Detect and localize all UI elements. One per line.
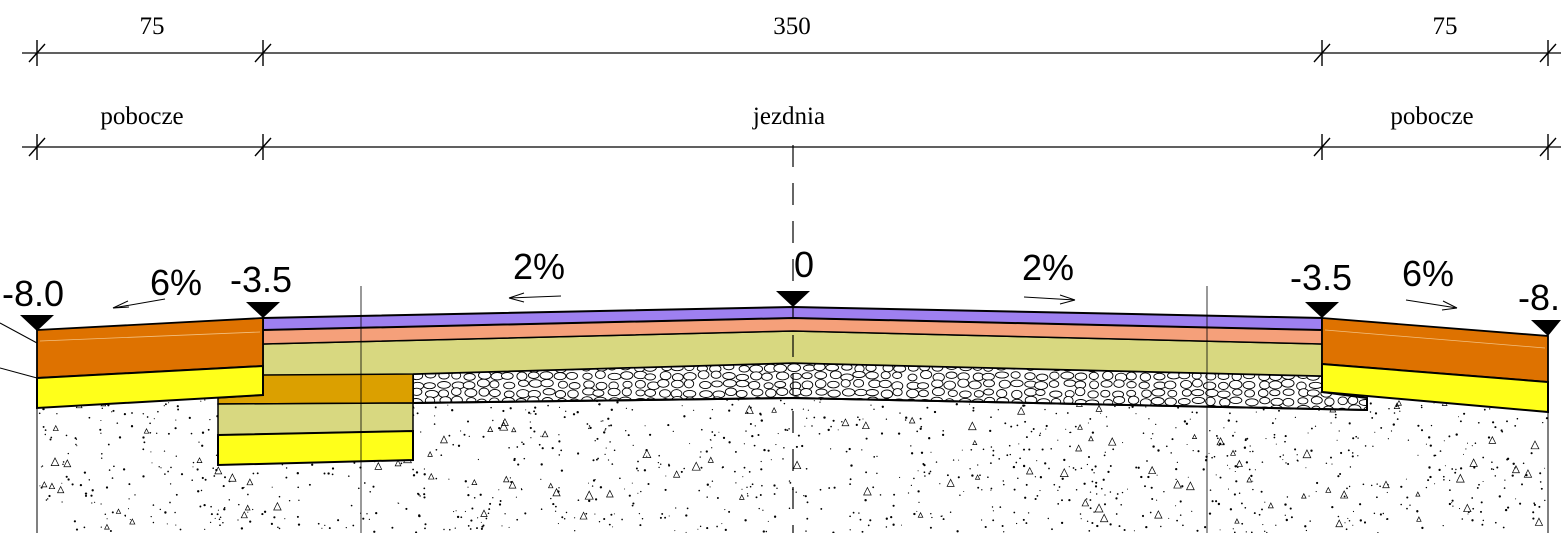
level-triangle-icon: [1305, 302, 1339, 318]
arrow-left-icon: [112, 298, 166, 309]
level-marker-centerline: 0: [776, 244, 814, 307]
zone-label-right: pobocze: [1390, 103, 1473, 130]
level-label: -8.: [1518, 277, 1560, 318]
width-dimension-line: 75 350 75: [22, 13, 1561, 66]
arrow-left-icon: [508, 292, 562, 303]
level-marker-right-edge: -8.: [1518, 277, 1561, 336]
zone-dimension-line: pobocze jezdnia pobocze: [22, 103, 1561, 160]
slope-label: 6%: [1402, 253, 1454, 294]
level-label: -3.5: [230, 259, 292, 300]
arrow-right-icon: [1405, 299, 1458, 311]
level-marker-left-shoulder: -3.5: [230, 259, 292, 318]
arrow-right-icon: [1023, 294, 1076, 305]
right-shoulder: [1321, 317, 1549, 414]
slope-label: 6%: [150, 262, 202, 303]
width-label-right-shoulder: 75: [1433, 13, 1458, 40]
width-label-left-shoulder: 75: [140, 13, 165, 40]
level-triangle-icon: [20, 315, 54, 331]
slope-left-carriageway: 2%: [508, 246, 565, 303]
zone-label-left: pobocze: [100, 103, 183, 130]
zone-label-center: jezdnia: [752, 103, 825, 130]
reference-lines: [0, 286, 1208, 533]
left-shoulder: [36, 317, 264, 410]
level-triangle-icon: [246, 302, 280, 318]
slope-label: 2%: [513, 246, 565, 287]
slope-right-carriageway: 2%: [1022, 247, 1076, 305]
level-marker-left-edge: -8.0: [2, 273, 64, 331]
level-label: 0: [794, 244, 814, 285]
slope-label: 2%: [1022, 247, 1074, 288]
level-triangle-icon: [1531, 320, 1561, 336]
width-label-carriageway: 350: [773, 13, 811, 40]
slope-right-shoulder: 6%: [1402, 253, 1458, 311]
level-label: -3.5: [1290, 257, 1352, 298]
level-marker-right-shoulder: -3.5: [1290, 257, 1352, 318]
slope-left-shoulder: 6%: [112, 262, 202, 309]
left-widening-block: [217, 371, 414, 467]
level-triangle-icon: [776, 291, 810, 307]
slope-annotations: 6% 2% 2% 6%: [112, 246, 1458, 311]
level-label: -8.0: [2, 273, 64, 314]
level-markers: -8.0 -3.5 0 -3.5 -8.: [2, 244, 1561, 336]
